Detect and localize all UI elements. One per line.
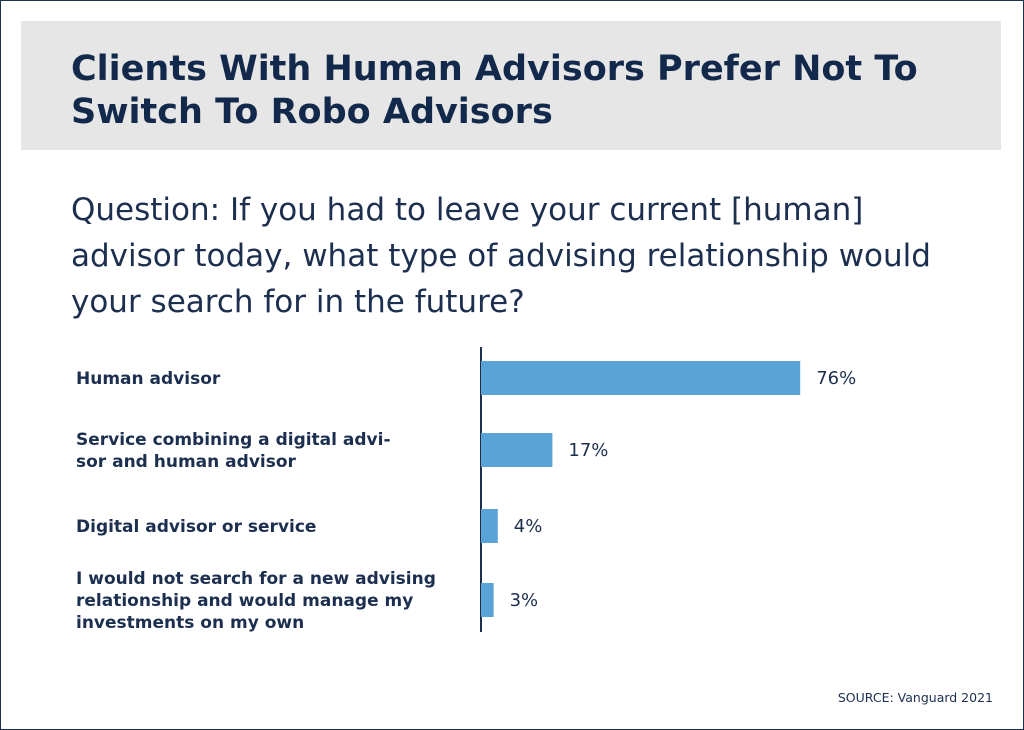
category-label-line: sor and human advisor	[76, 452, 297, 472]
bar-2	[481, 509, 498, 543]
category-label-2: Digital advisor or service	[76, 517, 316, 537]
category-label-0: Human advisor	[76, 369, 221, 389]
category-label-line: Digital advisor or service	[76, 517, 316, 537]
category-label-line: Human advisor	[76, 369, 221, 389]
bar-3	[481, 583, 494, 617]
value-label-0: 76%	[816, 368, 856, 389]
value-label-2: 4%	[514, 516, 543, 537]
value-label-1: 17%	[568, 440, 608, 461]
category-label-line: relationship and would manage my	[76, 591, 413, 611]
source-note: SOURCE: Vanguard 2021	[837, 690, 993, 705]
value-label-3: 3%	[510, 590, 539, 611]
category-label-1: Service combining a digital advi-sor and…	[76, 430, 391, 472]
chart-title: Clients With Human Advisors Prefer Not T…	[71, 49, 918, 132]
bar-1	[481, 433, 553, 467]
category-label-3: I would not search for a new advising rel…	[76, 569, 436, 633]
category-label-line: investments on my own	[76, 613, 304, 633]
title-band: Clients With Human Advisors Prefer Not T…	[21, 21, 1001, 150]
bar-0	[481, 361, 801, 395]
survey-question: Question: If you had to leave your curre…	[71, 192, 931, 320]
category-label-line: I would not search for a new advising	[76, 569, 436, 589]
category-label-line: Service combining a digital advi-	[76, 430, 391, 450]
